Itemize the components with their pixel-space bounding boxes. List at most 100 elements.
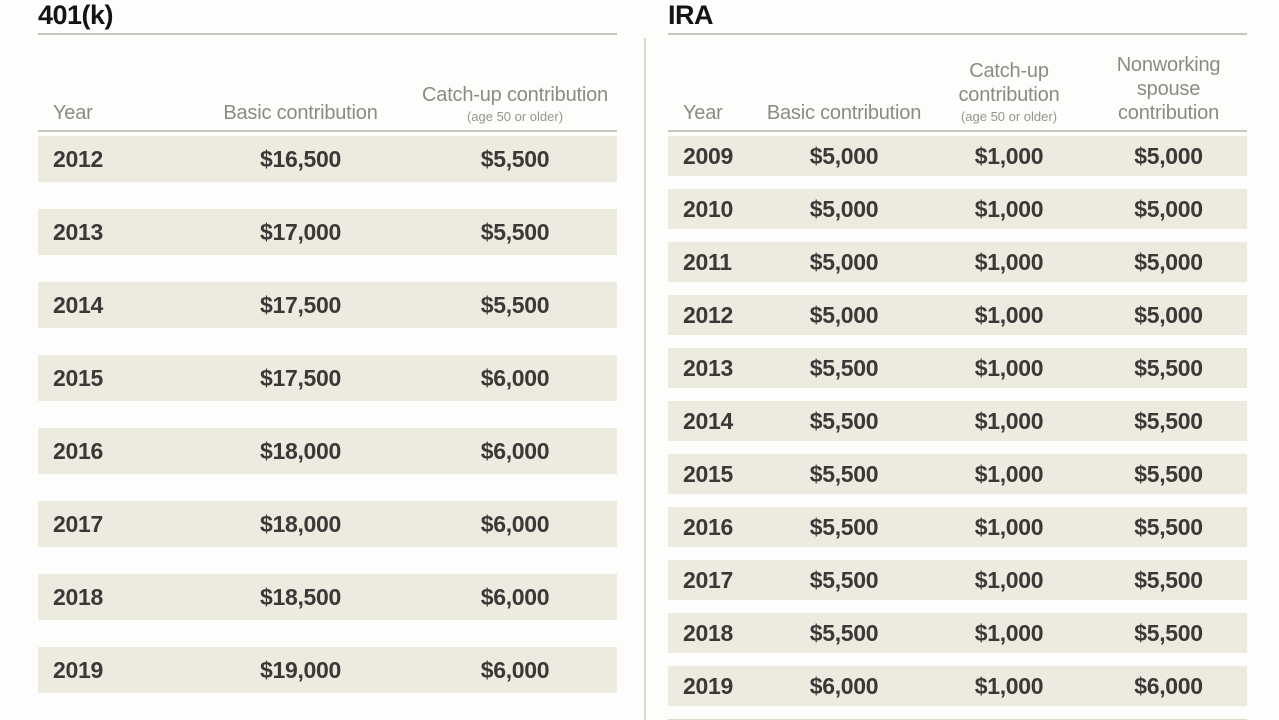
table-row: 2018 $5,500 $1,000 $5,500: [668, 613, 1247, 653]
table-cell: 2009: [683, 142, 733, 169]
table-title-401k: 401(k): [38, 0, 114, 30]
table-cell: $5,000: [809, 195, 879, 222]
table-row: 2015 $5,500 $1,000 $5,500: [668, 454, 1247, 494]
column-label: Catch-up contribution: [422, 84, 608, 107]
table-row: 2016 $18,000 $6,000: [38, 428, 617, 474]
table-cell: 2015: [53, 364, 103, 391]
table-header-401k: Year Basic contribution Catch-up contribut…: [38, 35, 617, 130]
table-cell: $5,000: [1134, 195, 1203, 222]
column-label: Catch-up contribution: [958, 60, 1060, 107]
table-cell: $1,000: [974, 619, 1044, 646]
table-cell: $5,500: [480, 145, 550, 172]
table-row: 2019 $6,000 $1,000 $6,000: [668, 666, 1247, 706]
table-cell: $6,000: [480, 364, 550, 391]
table-cell: $1,000: [974, 301, 1044, 328]
table-cell: 2011: [683, 248, 732, 275]
table-cell: $1,000: [974, 513, 1044, 540]
table-cell: $1,000: [974, 460, 1044, 487]
column-label: Nonworking spouse contribution: [1116, 54, 1221, 124]
table-row: 2013 $17,000 $5,500: [38, 209, 617, 255]
table-cell: $5,000: [1134, 301, 1203, 328]
table-row: 2013 $5,500 $1,000 $5,500: [668, 348, 1247, 388]
table-cell: 2012: [53, 145, 103, 172]
column-header: Basic contribution: [188, 101, 413, 125]
table-cell: $5,500: [1134, 513, 1203, 540]
table-cell: $1,000: [974, 248, 1044, 275]
table-ira: IRA Year Basic contribution Catch-up contr…: [668, 0, 1247, 720]
table-cell: 2017: [53, 510, 103, 537]
table-cell: $5,500: [1134, 407, 1203, 434]
table-cell: $5,500: [1134, 460, 1203, 487]
column-label: Year: [53, 102, 93, 124]
column-header: Catch-up contribution (age 50 or older): [928, 59, 1090, 125]
table-cell: $17,000: [259, 218, 342, 245]
table-cell: $5,500: [809, 460, 879, 487]
table-cell: 2018: [53, 583, 103, 610]
table-cell: $6,000: [809, 672, 879, 699]
header-rule: [668, 130, 1247, 132]
table-row: 2019 $19,000 $6,000: [38, 647, 617, 693]
table-cell: $18,000: [259, 437, 342, 464]
table-cell: $5,500: [809, 566, 879, 593]
table-cell: $5,000: [809, 142, 879, 169]
table-cell: $1,000: [974, 672, 1044, 699]
table-body-401k: 2012 $16,500 $5,500 2013 $17,000 $5,500 2014 $1…: [38, 136, 617, 693]
panel-divider: [644, 38, 646, 720]
table-cell: $6,000: [480, 583, 550, 610]
table-cell: $1,000: [974, 354, 1044, 381]
table-cell: $18,500: [259, 583, 342, 610]
table-row: 2011 $5,000 $1,000 $5,000: [668, 242, 1247, 282]
table-cell: $5,500: [809, 354, 879, 381]
table-cell: 2016: [53, 437, 103, 464]
table-cell: 2016: [683, 513, 733, 540]
column-header: Nonworking spouse contribution: [1090, 53, 1247, 125]
title-rule: [668, 33, 1247, 35]
table-body-ira: 2009 $5,000 $1,000 $5,000 2010 $5,000 $1,000 $5…: [668, 136, 1247, 720]
table-cell: 2017: [683, 566, 733, 593]
table-row: 2012 $16,500 $5,500: [38, 136, 617, 182]
table-row: 2018 $18,500 $6,000: [38, 574, 617, 620]
column-header: Catch-up contribution (age 50 or older): [413, 83, 617, 125]
table-cell: 2014: [683, 407, 733, 434]
table-row: 2016 $5,500 $1,000 $5,500: [668, 507, 1247, 547]
column-label: Year: [683, 102, 723, 124]
table-cell: $1,000: [974, 566, 1044, 593]
table-row: 2012 $5,000 $1,000 $5,000: [668, 295, 1247, 335]
table-cell: $5,000: [809, 301, 879, 328]
table-cell: 2019: [683, 672, 733, 699]
table-cell: $17,500: [259, 364, 342, 391]
table-cell: $1,000: [974, 142, 1044, 169]
table-cell: $6,000: [1134, 672, 1203, 699]
table-401k: 401(k) Year Basic contribution Catch-up co…: [38, 0, 617, 693]
table-cell: 2019: [53, 656, 103, 683]
table-cell: $17,500: [259, 291, 342, 318]
table-cell: 2014: [53, 291, 103, 318]
table-row: 2009 $5,000 $1,000 $5,000: [668, 136, 1247, 176]
table-cell: 2013: [683, 354, 733, 381]
table-cell: $1,000: [974, 195, 1044, 222]
title-rule: [38, 33, 617, 35]
header-rule: [38, 130, 617, 132]
table-cell: 2012: [683, 301, 733, 328]
table-cell: 2018: [683, 619, 733, 646]
column-sublabel: (age 50 or older): [960, 109, 1058, 125]
table-row: 2014 $5,500 $1,000 $5,500: [668, 401, 1247, 441]
table-cell: $5,500: [1134, 354, 1203, 381]
column-header: Year: [38, 101, 188, 125]
table-row: 2014 $17,500 $5,500: [38, 282, 617, 328]
table-cell: $16,500: [259, 145, 342, 172]
table-cell: $5,000: [1134, 142, 1203, 169]
table-cell: 2013: [53, 218, 103, 245]
table-cell: $6,000: [480, 510, 550, 537]
table-cell: $1,000: [974, 407, 1044, 434]
table-cell: 2010: [683, 195, 733, 222]
table-cell: $5,500: [1134, 619, 1203, 646]
table-cell: $6,000: [480, 656, 550, 683]
table-cell: $5,500: [480, 291, 550, 318]
table-title-ira: IRA: [668, 0, 714, 30]
table-row: 2015 $17,500 $6,000: [38, 355, 617, 401]
column-sublabel: (age 50 or older): [466, 109, 564, 125]
column-header: Year: [668, 101, 760, 125]
table-header-ira: Year Basic contribution Catch-up contribut…: [668, 35, 1247, 130]
